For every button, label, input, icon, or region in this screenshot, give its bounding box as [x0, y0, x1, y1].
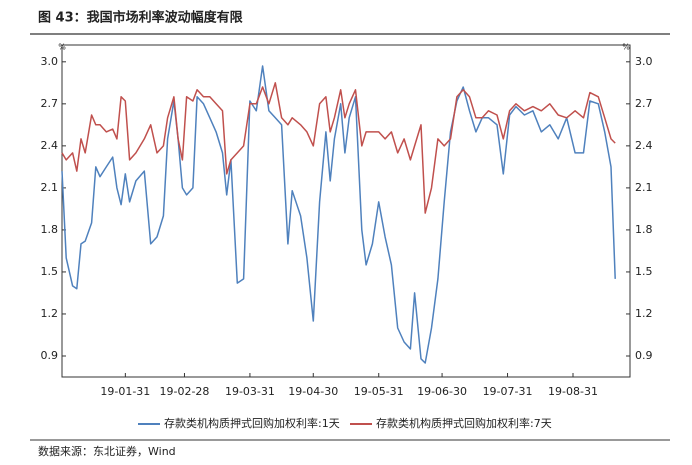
x-tick-label: 19-06-30 — [417, 385, 467, 398]
x-tick-label: 19-08-31 — [548, 385, 598, 398]
x-tick-label: 19-04-30 — [288, 385, 338, 398]
y2-tick-label: 1.8 — [635, 223, 653, 236]
y-tick-label: 0.9 — [41, 349, 59, 362]
series-line — [61, 65, 616, 364]
y2-tick-label: 2.1 — [635, 181, 653, 194]
y-tick-label: 2.1 — [41, 181, 59, 194]
x-tick-label: 19-05-31 — [354, 385, 404, 398]
source: 数据来源：东北证券，Wind — [38, 444, 176, 458]
y-tick-label: 2.4 — [41, 139, 59, 152]
legend-label: 存款类机构质押式回购加权利率:7天 — [376, 416, 552, 430]
y-tick-label: 1.8 — [41, 223, 59, 236]
y2-unit: % — [622, 43, 630, 52]
y2-tick-label: 0.9 — [635, 349, 653, 362]
y-tick-label: 1.5 — [41, 265, 59, 278]
series-line — [61, 82, 616, 214]
plot-frame — [61, 44, 631, 378]
y-tick-label: 1.2 — [41, 307, 59, 320]
y2-tick-label: 1.2 — [635, 307, 653, 320]
y-tick-label: 3.0 — [41, 55, 59, 68]
chart-title: 图 43：我国市场利率波动幅度有限 — [38, 10, 244, 26]
x-tick-label: 19-07-31 — [483, 385, 533, 398]
x-tick-label: 19-02-28 — [159, 385, 209, 398]
legend-label: 存款类机构质押式回购加权利率:1天 — [164, 416, 340, 430]
y2-tick-label: 3.0 — [635, 55, 653, 68]
y-tick-label: 2.7 — [41, 97, 59, 110]
x-tick-label: 19-03-31 — [225, 385, 275, 398]
y2-tick-label: 2.7 — [635, 97, 653, 110]
x-tick-label: 19-01-31 — [100, 385, 150, 398]
y2-tick-label: 2.4 — [635, 139, 653, 152]
y2-tick-label: 1.5 — [635, 265, 653, 278]
